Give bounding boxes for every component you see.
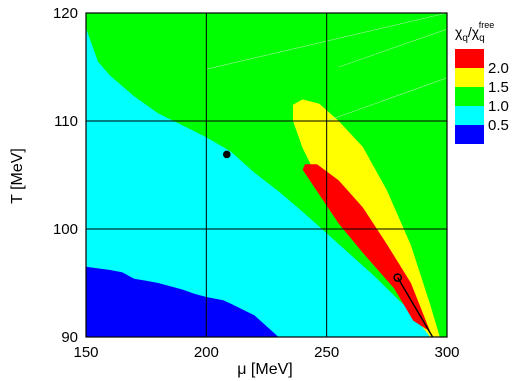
legend-label: 1.5	[488, 79, 509, 96]
y-tick-label: 90	[61, 329, 78, 346]
contour-regions	[86, 28, 440, 337]
transition-lines	[397, 277, 434, 337]
faint-diagonal-1	[326, 77, 447, 122]
legend-title: χq/χqfree	[455, 20, 494, 44]
legend-swatch	[455, 87, 484, 106]
x-axis-ticks: 150 200 250 300	[73, 344, 459, 361]
y-tick-label: 110	[54, 113, 78, 130]
critical-point-marker	[222, 150, 231, 159]
markers	[222, 150, 402, 282]
region--2.0	[302, 164, 431, 332]
legend-label: 2.0	[488, 60, 509, 77]
y-tick-label: 100	[53, 221, 78, 238]
region-0.5-1.0	[86, 28, 435, 337]
y-tick-label: 120	[53, 5, 78, 22]
x-tick-label: 200	[194, 344, 219, 361]
legend: χq/χqfree 2.0 1.5 1.0 0.5	[455, 20, 509, 144]
plot-frame	[85, 12, 448, 338]
x-tick-label: 300	[434, 344, 459, 361]
transition-line-0	[397, 277, 434, 337]
region--0.5	[86, 266, 279, 337]
faint-diagonal-2	[338, 28, 447, 68]
legend-label: 0.5	[488, 117, 509, 134]
y-axis-label: T [MeV]	[9, 148, 26, 204]
y-axis-ticks: 90 100 110 120	[53, 5, 78, 346]
legend-swatch	[455, 106, 484, 125]
plot-area	[86, 13, 447, 337]
legend-label: 1.0	[488, 98, 509, 115]
legend-swatch	[455, 125, 484, 144]
legend-swatch	[455, 49, 484, 68]
endpoint-marker	[393, 273, 402, 282]
x-tick-label: 150	[73, 344, 98, 361]
x-axis-label: μ [MeV]	[237, 361, 292, 378]
x-tick-label: 250	[314, 344, 339, 361]
grid-lines	[86, 13, 447, 337]
legend-swatch	[455, 68, 484, 87]
